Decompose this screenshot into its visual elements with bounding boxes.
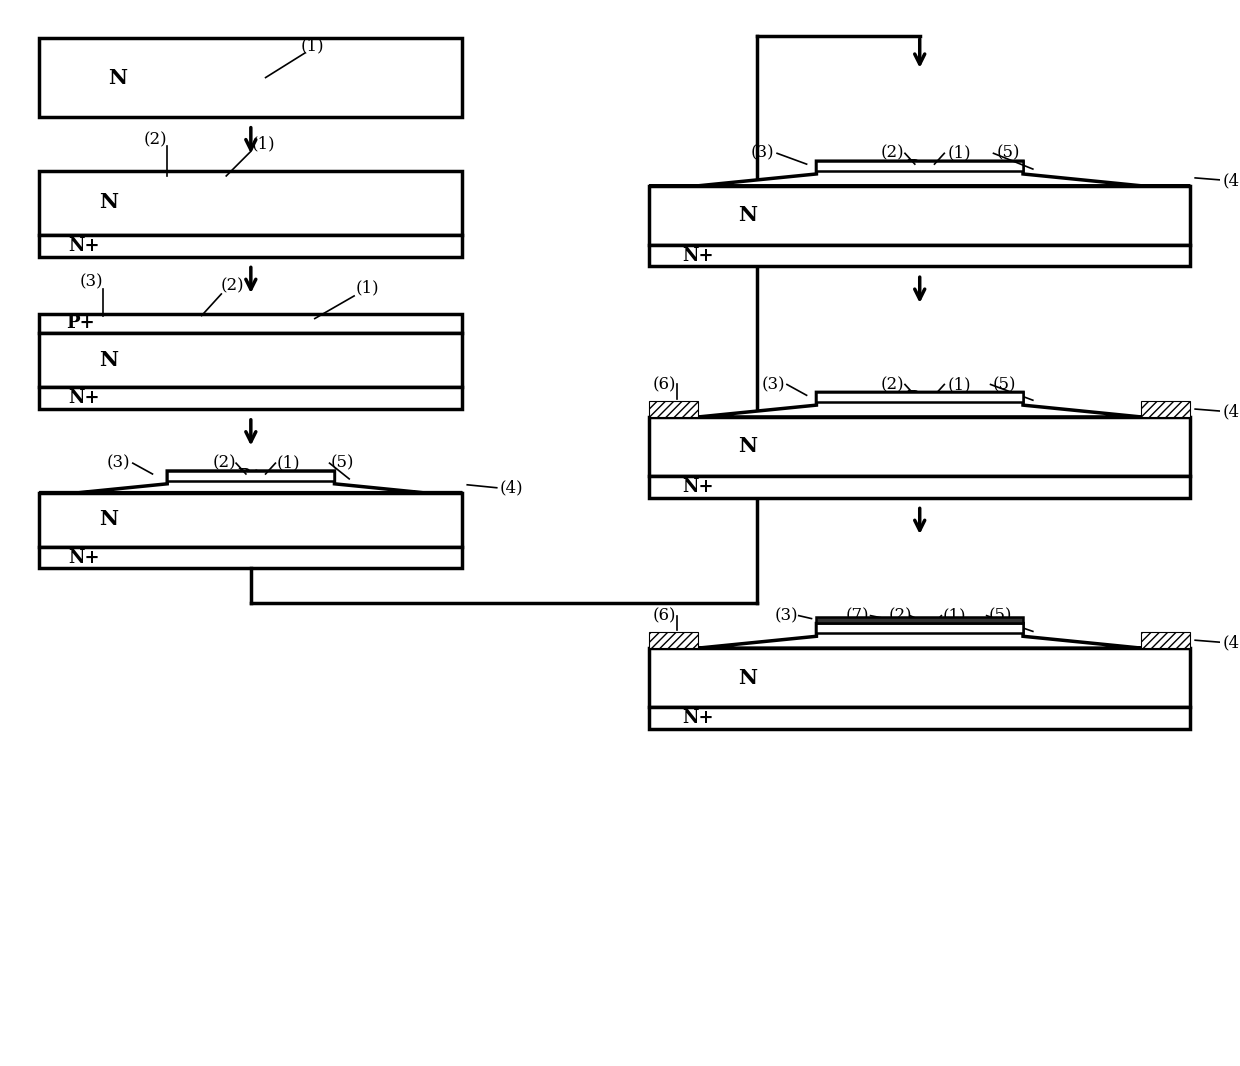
Text: (2): (2) <box>144 131 167 148</box>
Text: N: N <box>99 510 118 529</box>
Text: (5): (5) <box>997 145 1021 162</box>
Polygon shape <box>650 161 1190 185</box>
Polygon shape <box>1141 632 1190 648</box>
Text: (3): (3) <box>761 376 785 393</box>
Text: (4): (4) <box>1223 404 1240 420</box>
Bar <box>650 245 1190 266</box>
Text: P+: P+ <box>238 468 264 484</box>
Polygon shape <box>650 624 1190 648</box>
Text: (5): (5) <box>992 376 1016 393</box>
Text: (4): (4) <box>500 480 523 497</box>
Bar <box>650 475 1190 498</box>
Bar <box>40 38 463 117</box>
Text: (2): (2) <box>880 376 904 393</box>
Text: N: N <box>108 67 128 87</box>
Text: (4): (4) <box>1223 173 1240 190</box>
Text: (1): (1) <box>356 279 379 296</box>
Polygon shape <box>40 471 463 492</box>
Text: N+: N+ <box>68 549 99 567</box>
Text: P+: P+ <box>67 314 95 333</box>
Text: N: N <box>99 350 118 370</box>
Bar <box>40 171 463 235</box>
Bar <box>40 387 463 409</box>
Text: (3): (3) <box>775 608 799 624</box>
Text: (6): (6) <box>652 608 676 624</box>
Text: (1): (1) <box>277 455 300 471</box>
Text: N+: N+ <box>683 478 714 496</box>
Text: (3): (3) <box>750 145 774 162</box>
Polygon shape <box>650 401 698 417</box>
Text: (3): (3) <box>107 455 130 471</box>
Text: N: N <box>99 193 118 212</box>
Text: (5): (5) <box>331 455 355 471</box>
Bar <box>40 235 463 257</box>
Text: (5): (5) <box>988 608 1012 624</box>
Text: (1): (1) <box>942 608 966 624</box>
Text: N+: N+ <box>683 246 714 264</box>
Polygon shape <box>816 392 1023 402</box>
Polygon shape <box>1141 401 1190 417</box>
Polygon shape <box>650 632 698 648</box>
Text: N: N <box>738 206 758 225</box>
Text: (1): (1) <box>947 145 971 162</box>
Polygon shape <box>167 471 335 481</box>
Bar <box>650 707 1190 729</box>
Text: (1): (1) <box>947 376 971 393</box>
Bar <box>650 185 1190 245</box>
Polygon shape <box>650 392 1190 417</box>
Text: N: N <box>738 436 758 456</box>
Bar <box>40 313 463 334</box>
Bar <box>650 417 1190 475</box>
Text: N+: N+ <box>683 709 714 727</box>
Text: N+: N+ <box>68 237 99 255</box>
Polygon shape <box>816 616 1023 624</box>
Polygon shape <box>816 161 1023 171</box>
Text: (1): (1) <box>252 135 275 152</box>
Text: (4): (4) <box>1223 634 1240 651</box>
Bar <box>650 648 1190 707</box>
Text: (1): (1) <box>301 37 325 54</box>
Bar <box>40 547 463 568</box>
Text: (2): (2) <box>212 455 236 471</box>
Text: P+: P+ <box>906 158 932 175</box>
Text: P+: P+ <box>906 389 932 406</box>
Text: P+: P+ <box>906 620 932 636</box>
Bar <box>40 492 463 547</box>
Polygon shape <box>816 624 1023 633</box>
Text: (7): (7) <box>846 608 869 624</box>
Text: (3): (3) <box>79 274 103 291</box>
Text: (2): (2) <box>221 277 244 294</box>
Text: (6): (6) <box>652 376 676 393</box>
Text: N: N <box>738 667 758 688</box>
Text: (2): (2) <box>880 145 904 162</box>
Text: N+: N+ <box>68 389 99 407</box>
Bar <box>40 334 463 387</box>
Text: (2): (2) <box>888 608 911 624</box>
